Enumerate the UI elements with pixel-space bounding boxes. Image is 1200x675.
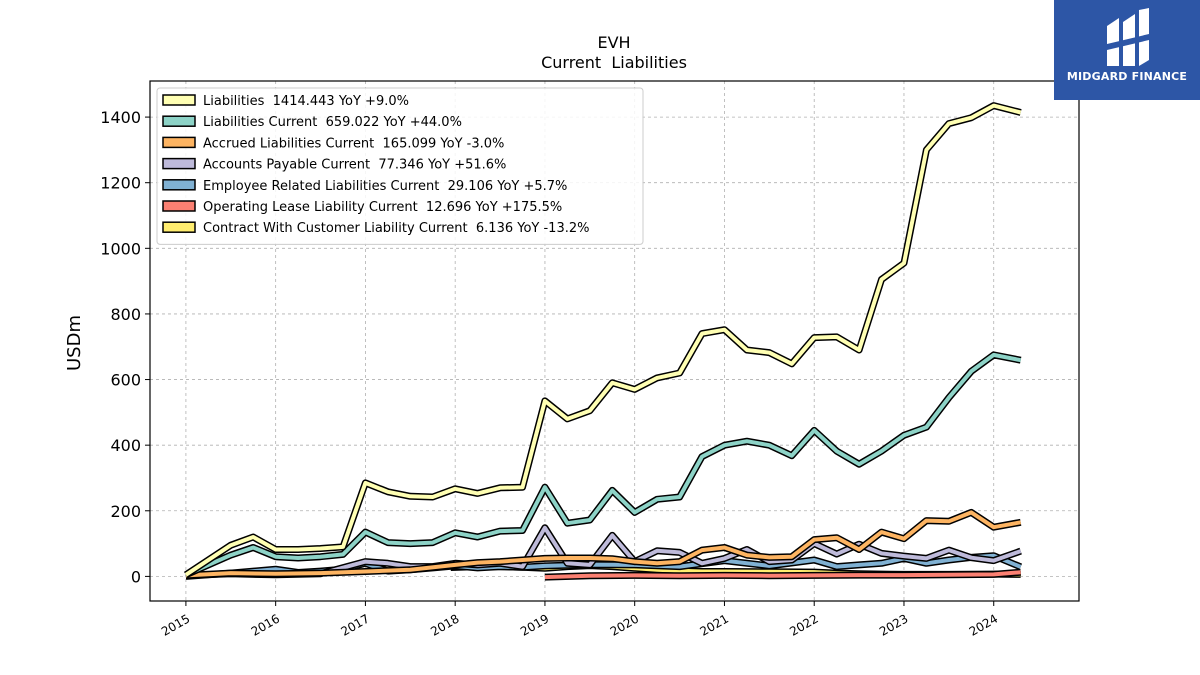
series-line-5 xyxy=(544,570,1021,580)
series-lines xyxy=(183,102,1023,581)
y-tick-label-6: 1200 xyxy=(100,174,141,193)
chart-subtitle: Current Liabilities xyxy=(541,53,687,72)
y-tick-label-2: 400 xyxy=(110,436,141,455)
series-line-1 xyxy=(185,352,1022,577)
chart-title: EVH xyxy=(597,33,630,52)
x-tick-label-6: 2021 xyxy=(697,611,730,638)
legend-label-3: Accounts Payable Current 77.346 YoY +51.… xyxy=(203,158,506,173)
y-tick-label-7: 1400 xyxy=(100,108,141,127)
legend-label-0: Liabilities 1414.443 YoY +9.0% xyxy=(203,94,409,109)
legend-label-5: Operating Lease Liability Current 12.696… xyxy=(203,200,562,215)
x-tick-label-4: 2019 xyxy=(518,611,551,638)
y-tick-label-1: 200 xyxy=(110,502,141,521)
x-tick-label-5: 2020 xyxy=(608,611,641,638)
x-tick-label-7: 2022 xyxy=(787,611,820,638)
legend-label-2: Accrued Liabilities Current 165.099 YoY … xyxy=(203,136,504,151)
x-tick-label-9: 2024 xyxy=(967,611,1000,638)
legend-swatch-2 xyxy=(162,136,196,149)
y-axis-label: USDm xyxy=(64,315,85,371)
x-tick-label-1: 2016 xyxy=(249,611,282,638)
legend-swatch-3 xyxy=(162,157,196,170)
x-tick-label-2: 2017 xyxy=(338,611,371,638)
legend-swatch-0 xyxy=(162,94,196,106)
x-tick-label-0: 2015 xyxy=(159,611,192,638)
x-tick-label-3: 2018 xyxy=(428,611,461,638)
legend-swatch-5 xyxy=(162,200,196,212)
legend-box xyxy=(156,87,644,245)
y-tick-label-5: 1000 xyxy=(100,239,141,258)
plot-frame xyxy=(149,80,1080,602)
y-tick-label-0: 0 xyxy=(131,567,141,586)
midgard-finance-logo: MIDGARD FINANCE xyxy=(1054,0,1200,100)
series-line-2 xyxy=(185,510,1022,578)
y-tick-label-3: 600 xyxy=(110,371,141,390)
y-tick-label-4: 800 xyxy=(110,305,141,324)
legend-label-4: Employee Related Liabilities Current 29.… xyxy=(203,179,567,194)
x-tick-label-8: 2023 xyxy=(877,611,910,638)
legend: Liabilities 1414.443 YoY +9.0% Liabilitie… xyxy=(156,87,644,245)
legend-swatch-1 xyxy=(162,115,196,127)
legend-label-1: Liabilities Current 659.022 YoY +44.0% xyxy=(203,115,462,130)
legend-swatch-6 xyxy=(162,221,196,233)
legend-swatch-4 xyxy=(162,179,196,191)
midgard-logo-icon xyxy=(1107,8,1149,66)
logo-text: MIDGARD FINANCE xyxy=(1066,70,1188,83)
series-line-0 xyxy=(184,103,1022,577)
series-line-3 xyxy=(185,525,1022,578)
legend-label-6: Contract With Customer Liability Current… xyxy=(203,221,589,236)
